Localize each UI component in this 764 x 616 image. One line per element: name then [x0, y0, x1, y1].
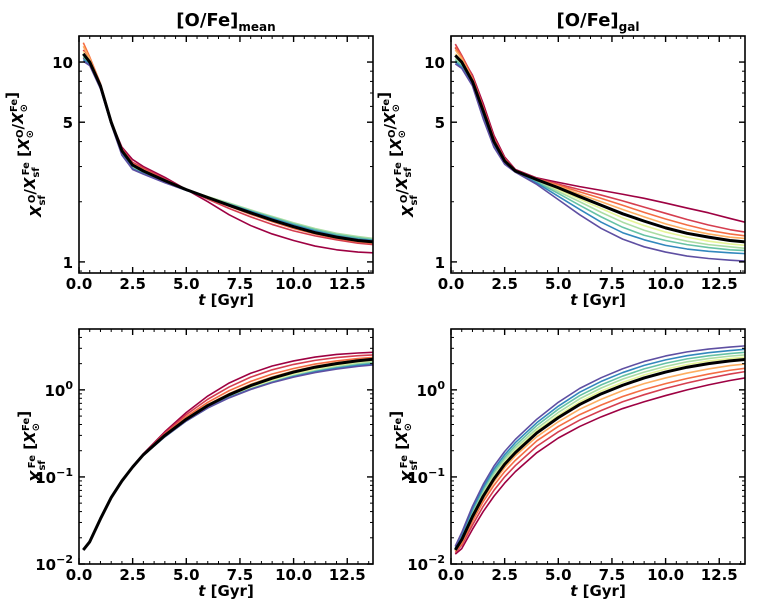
- x-tick-label: 12.5: [329, 275, 366, 293]
- x-axis-label: t [Gyr]: [570, 291, 626, 309]
- x-tick-label: 2.5: [119, 275, 146, 293]
- series-line-8: [454, 351, 745, 549]
- series-line-5: [82, 50, 373, 241]
- series-line-6: [82, 53, 373, 240]
- x-tick-label: 2.5: [491, 275, 518, 293]
- x-tick-label: 12.5: [701, 566, 738, 584]
- series-line-7: [82, 361, 373, 551]
- x-tick-label: 5.0: [173, 275, 200, 293]
- x-tick-label: 5.0: [545, 566, 572, 584]
- x-tick-label: 7.5: [227, 566, 254, 584]
- axes-frame: [78, 35, 374, 274]
- x-tick-label: 10.0: [275, 275, 312, 293]
- x-tick-label: 0.0: [438, 275, 465, 293]
- y-tick-label: 5: [435, 114, 445, 132]
- x-tick-label: 2.5: [119, 566, 146, 584]
- series-line-3: [82, 356, 373, 551]
- x-tick-label: 5.0: [173, 566, 200, 584]
- series-line-10: [454, 63, 745, 262]
- mean-line: [454, 54, 745, 244]
- y-axis-label: XsfFe [X⊙Fe]: [15, 411, 48, 483]
- mean-line: [82, 357, 373, 551]
- x-axis-label: t [Gyr]: [198, 291, 254, 309]
- x-tick-label: 12.5: [329, 566, 366, 584]
- series-line-2: [454, 370, 745, 554]
- series-line-7: [454, 354, 745, 550]
- plot-area: [82, 351, 373, 551]
- axes-frame: [78, 328, 374, 565]
- x-axis-label: t [Gyr]: [198, 582, 254, 600]
- x-tick-label: 10.0: [275, 566, 312, 584]
- mean-line: [454, 358, 745, 551]
- x-tick-label: 5.0: [545, 275, 572, 293]
- series-line-3: [454, 367, 745, 552]
- x-tick-label: 7.5: [599, 566, 626, 584]
- series-line-4: [82, 45, 373, 242]
- panel-ofe-gal-ratio: 0.0 2.5 5.0 7.5 10.0 12.5 1 5 10 t [Gyr] XsfO/XsfF…: [375, 10, 746, 309]
- y-axis-label: XsfFe [X⊙Fe]: [387, 411, 420, 483]
- panel-title: [O/Fe]mean: [176, 10, 275, 34]
- series-line-10: [454, 345, 745, 547]
- y-tick-label: 10: [52, 54, 73, 72]
- plot-area: [82, 42, 373, 254]
- series-line-8: [82, 56, 373, 241]
- series-line-10: [82, 364, 373, 551]
- x-tick-label: 12.5: [701, 275, 738, 293]
- series-line-3: [82, 42, 373, 245]
- plot-area: [454, 345, 745, 555]
- series-line-1: [82, 351, 373, 551]
- x-tick-label: 2.5: [491, 566, 518, 584]
- y-axis-label: XsfO/XsfFe [X⊙O/X⊙Fe]: [375, 92, 420, 218]
- mean-line: [82, 52, 373, 244]
- series-line-9: [454, 348, 745, 548]
- axes-frame: [450, 35, 746, 274]
- x-tick-label: 7.5: [599, 275, 626, 293]
- series-line-7: [82, 54, 373, 240]
- y-tick-label: 10: [424, 54, 445, 72]
- x-tick-label: 0.0: [66, 275, 93, 293]
- x-axis-label: t [Gyr]: [570, 582, 626, 600]
- y-axis-label: XsfO/XsfFe [X⊙O/X⊙Fe]: [3, 92, 48, 218]
- series-line-1: [454, 377, 745, 555]
- series-line-6: [82, 359, 373, 551]
- y-tick-label: 1: [435, 254, 445, 272]
- x-tick-label: 10.0: [647, 566, 684, 584]
- plot-area: [454, 43, 745, 262]
- series-line-2: [82, 49, 373, 246]
- x-tick-label: 10.0: [647, 275, 684, 293]
- series-line-9: [454, 61, 745, 255]
- y-tick-label: 5: [63, 114, 73, 132]
- panel-ofe-mean-ratio: 0.0 2.5 5.0 7.5 10.0 12.5 1 5 10 t [Gyr] XsfO/XsfF…: [3, 10, 374, 309]
- x-tick-label: 0.0: [438, 566, 465, 584]
- panel-title: [O/Fe]gal: [557, 10, 640, 34]
- axes-frame: [450, 328, 746, 565]
- y-tick-label: 100: [416, 379, 445, 400]
- x-tick-label: 7.5: [227, 275, 254, 293]
- y-tick-label: 100: [44, 379, 73, 400]
- x-tick-label: 0.0: [66, 566, 93, 584]
- series-line-1: [454, 47, 745, 223]
- y-tick-label: 1: [63, 254, 73, 272]
